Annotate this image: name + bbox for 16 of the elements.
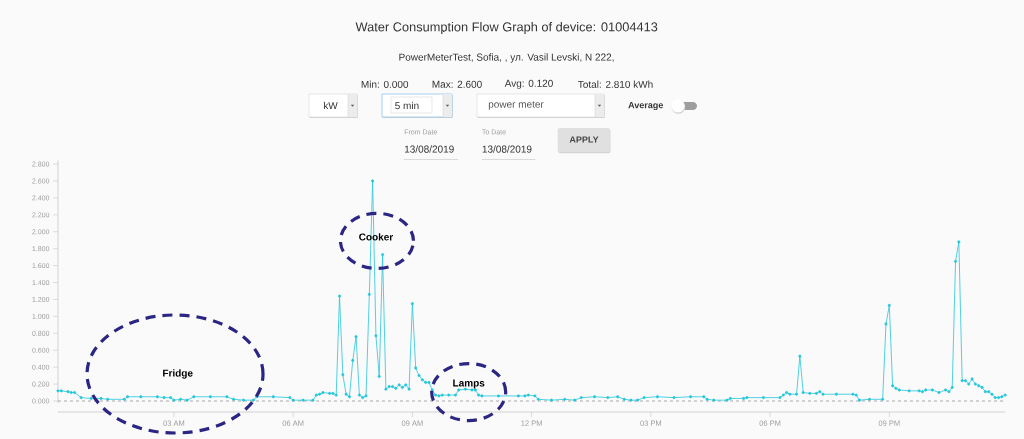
text: power meter [488,101,544,110]
text: 13/08/2019 [482,145,532,153]
text: APPLY [569,136,599,143]
annotation: Fridge [163,369,193,379]
text: Total: 2.810 kWh [578,80,653,88]
text: 13/08/2019 [404,145,454,153]
text: Average [628,101,663,111]
text: 5 min [395,101,419,110]
text: Min: 0.000 [361,80,409,88]
chart-title: Water Consumption Flow Graph of device: 01004413 [355,22,658,34]
annotation: Lamps [453,379,485,389]
text: Max: 2.600 [432,80,482,88]
chart-subtitle: PowerMeterTest, Sofia, , ул. Vasil Levski, N 222, [399,53,614,63]
text: kW [323,101,338,110]
annotation: Cooker [359,233,394,241]
text: Avg: 0.120 [504,79,553,89]
